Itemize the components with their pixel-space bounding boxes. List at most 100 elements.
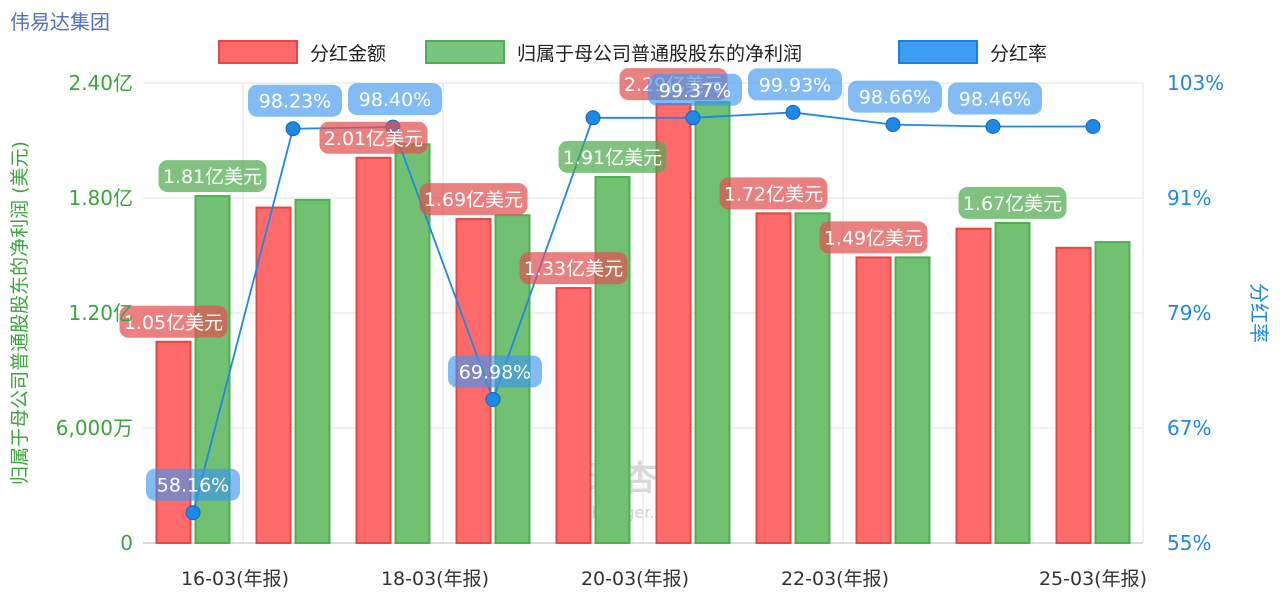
y-tick-left: 0: [120, 531, 133, 555]
bar-dividend: [755, 212, 792, 544]
legend-item-profit[interactable]: 归属于母公司普通股股东的净利润: [425, 38, 802, 66]
label-dividend-text: 1.69亿美元: [424, 189, 523, 211]
label-dividend-bg: [419, 183, 528, 216]
legend-item-rate[interactable]: 分红率: [898, 38, 1047, 66]
y-tick-right: 55%: [1167, 531, 1211, 555]
label-rate-text: 69.98%: [459, 361, 531, 383]
label-rate-text: 98.23%: [259, 91, 331, 113]
label-dividend: 1.69亿美元: [419, 183, 528, 216]
chart-legend: 分红金额 归属于母公司普通股股东的净利润 分红率: [0, 38, 1280, 66]
bar-dividend: [855, 256, 892, 544]
bar-profit: [694, 101, 731, 545]
label-rate-text: 99.93%: [759, 74, 831, 96]
label-dividend-bg: [819, 221, 928, 254]
legend-swatch-profit: [425, 40, 505, 64]
label-dividend-text: 2.01亿美元: [324, 128, 423, 150]
label-profit-bg: [158, 160, 267, 193]
label-profit-bg: [958, 186, 1067, 219]
label-rate-bg: [146, 468, 240, 501]
legend-label-profit: 归属于母公司普通股股东的净利润: [517, 42, 803, 65]
label-rate: 58.16%: [146, 468, 240, 501]
y-tick-right: 91%: [1167, 186, 1211, 210]
rate-point: [185, 505, 201, 521]
y-tick-left: 1.80亿: [68, 186, 133, 210]
label-profit: 1.67亿美元: [958, 186, 1067, 219]
label-dividend: 1.33亿美元: [519, 252, 628, 285]
label-dividend-text: 1.05亿美元: [124, 312, 223, 334]
rate-point: [785, 104, 801, 120]
rate-point: [1085, 119, 1101, 135]
bar-dividend: [155, 340, 192, 544]
page-title: 伟易达集团: [10, 10, 110, 34]
bar-dividend: [255, 206, 292, 544]
x-tick-label: 22-03(年报): [781, 568, 889, 590]
bar-profit: [294, 198, 331, 545]
legend-label-rate: 分红率: [990, 42, 1048, 65]
bar-dividend: [555, 287, 592, 545]
label-rate-bg: [948, 82, 1042, 115]
bar-dividend: [655, 103, 692, 544]
x-tick-label: 16-03(年报): [181, 568, 289, 590]
bar-profit: [994, 221, 1031, 545]
label-rate: 99.37%: [648, 73, 742, 106]
label-rate: 69.98%: [448, 355, 542, 388]
label-dividend-text: 1.49亿美元: [824, 227, 923, 249]
y-tick-left: 6,000万: [56, 416, 133, 440]
label-profit-text: 1.91亿美元: [563, 147, 662, 169]
legend-item-dividend[interactable]: 分红金额: [218, 38, 386, 66]
label-profit-text: 1.67亿美元: [963, 193, 1062, 215]
y-tick-right: 103%: [1167, 71, 1224, 95]
label-rate-text: 98.66%: [859, 87, 931, 109]
y-tick-right: 79%: [1167, 301, 1211, 325]
label-dividend-bg: [719, 177, 828, 210]
label-rate-bg: [748, 68, 842, 101]
label-profit: 1.91亿美元: [558, 140, 667, 173]
legend-swatch-rate: [898, 40, 978, 64]
label-profit-text: 1.81亿美元: [163, 166, 262, 188]
label-rate: 98.66%: [848, 80, 942, 113]
bar-profit: [594, 175, 631, 545]
label-dividend-bg: [319, 121, 428, 154]
label-dividend: 2.01亿美元: [319, 121, 428, 154]
label-dividend: 1.72亿美元: [719, 177, 828, 210]
label-dividend: 1.49亿美元: [819, 221, 928, 254]
label-rate: 98.40%: [348, 83, 442, 116]
label-rate-text: 99.37%: [659, 80, 731, 102]
bar-profit: [894, 256, 931, 544]
label-rate-bg: [848, 80, 942, 113]
label-dividend-text: 1.72亿美元: [724, 183, 823, 205]
x-tick-label: 18-03(年报): [381, 568, 489, 590]
label-dividend-bg: [119, 305, 228, 338]
label-rate: 99.93%: [748, 68, 842, 101]
x-tick-label: 20-03(年报): [581, 568, 689, 590]
label-rate-bg: [448, 355, 542, 388]
label-rate-bg: [348, 83, 442, 116]
label-dividend: 1.05亿美元: [119, 305, 228, 338]
bar-profit: [1094, 241, 1131, 544]
label-profit-bg: [558, 140, 667, 173]
bar-dividend: [1055, 246, 1092, 544]
label-profit: 1.81亿美元: [158, 160, 267, 193]
rate-point: [285, 121, 301, 137]
bar-dividend: [955, 227, 992, 545]
legend-label-dividend: 分红金额: [310, 42, 387, 65]
label-dividend-bg: [519, 252, 628, 285]
rate-point: [885, 117, 901, 133]
rate-point: [585, 110, 601, 126]
legend-swatch-dividend: [218, 40, 298, 64]
rate-point: [985, 119, 1001, 135]
label-rate-bg: [248, 84, 342, 117]
rate-point: [485, 391, 501, 407]
label-rate: 98.23%: [248, 84, 342, 117]
label-rate-bg: [648, 73, 742, 106]
label-dividend-text: 1.33亿美元: [524, 258, 623, 280]
y-tick-left: 2.40亿: [68, 71, 133, 95]
label-rate-text: 98.46%: [959, 89, 1031, 111]
label-rate-text: 58.16%: [157, 475, 229, 497]
x-tick-label: 25-03(年报): [1039, 568, 1147, 590]
label-rate-text: 98.40%: [359, 89, 431, 111]
label-rate: 98.46%: [948, 82, 1042, 115]
bar-profit: [794, 212, 831, 544]
y-tick-right: 67%: [1167, 416, 1211, 440]
